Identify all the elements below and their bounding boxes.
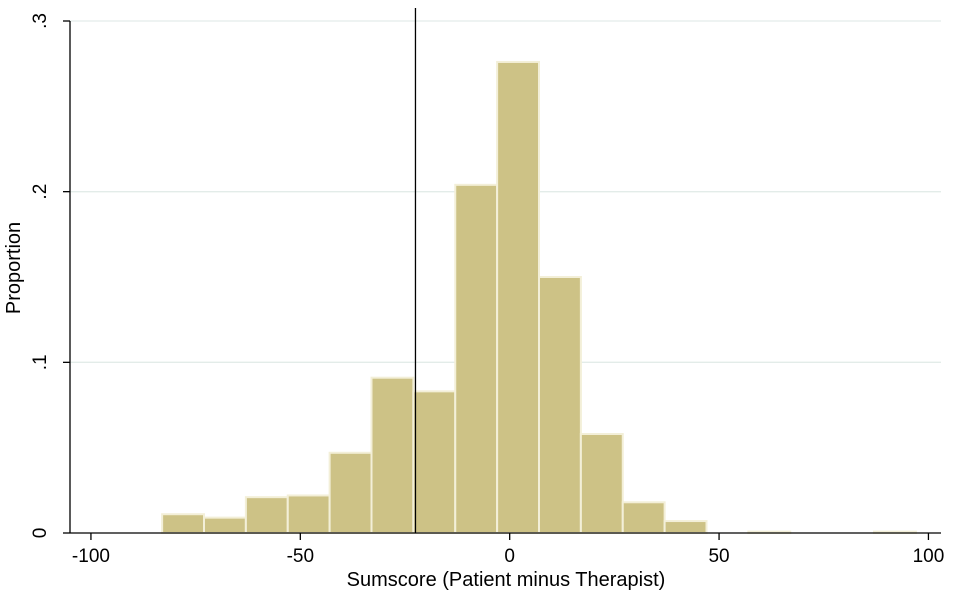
x-tick-label: -100 xyxy=(72,546,110,567)
histogram-bar xyxy=(663,520,708,535)
histogram-bar xyxy=(161,513,205,535)
y-tick-label: .1 xyxy=(30,354,51,370)
y-tick-label: .3 xyxy=(30,13,51,29)
histogram-bar xyxy=(203,516,247,535)
histogram-bar xyxy=(496,60,540,535)
y-tick-label: .2 xyxy=(30,184,51,200)
histogram-bar xyxy=(244,496,289,535)
y-axis-title: Proportion xyxy=(3,222,25,314)
axes xyxy=(69,21,941,534)
histogram-bars xyxy=(161,60,917,535)
histogram-bar xyxy=(454,183,499,534)
x-tick-label: 0 xyxy=(504,546,515,567)
x-tick-label: -50 xyxy=(287,546,314,567)
histogram-bar xyxy=(538,276,582,534)
histogram-bar xyxy=(328,451,373,534)
histogram-bar xyxy=(621,501,666,534)
histogram-bar xyxy=(370,376,415,534)
axis-ticks: 0 .1 .2 .3 -100 -50 0 50 100 xyxy=(30,13,944,567)
y-tick-label: 0 xyxy=(30,528,51,539)
histogram-bar xyxy=(579,433,624,534)
x-tick-label: 100 xyxy=(913,546,945,567)
x-tick-label: 50 xyxy=(708,546,729,567)
histogram-bar xyxy=(286,494,331,535)
x-axis-title: Sumscore (Patient minus Therapist) xyxy=(347,569,666,591)
histogram-bar xyxy=(412,390,457,535)
